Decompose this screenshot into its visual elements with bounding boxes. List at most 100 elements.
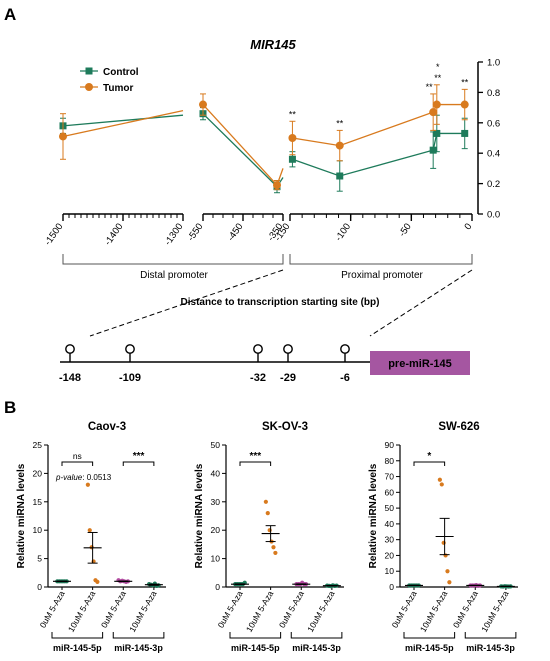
y-tick-label: 15	[33, 497, 43, 507]
y-tick-label: 20	[211, 525, 221, 535]
group-bracket	[112, 632, 165, 639]
tumor-point	[273, 181, 281, 190]
y-tick-label: 30	[211, 497, 221, 507]
legend-control-marker	[85, 67, 93, 75]
series-line-control	[202, 113, 284, 188]
x-axis-label: Distance to transcription starting site …	[181, 297, 380, 308]
data-point	[443, 553, 448, 558]
y-tick-label: 0	[215, 582, 220, 592]
group-label: miR-145-5p	[53, 643, 102, 653]
x-tick-label: -450	[226, 221, 246, 243]
cpg-site-icon	[125, 344, 135, 354]
y-tick-label: 0	[37, 582, 42, 592]
data-point	[447, 580, 452, 585]
panel-a-x-axis: -1500 -1400 -1300 -550 -450 -350-150 -100 -50 0	[43, 213, 474, 248]
x-tick-label: 10uM 5-Aza	[127, 589, 159, 634]
control-point	[288, 155, 296, 163]
y-tick-label: 40	[211, 468, 221, 478]
chart-sw-626: SW-626 0 10 20 30 40 50 60 70 80 90 Relative miRNA …	[368, 421, 518, 653]
significance-mark: **	[434, 73, 442, 83]
significance-label: ns	[73, 451, 82, 461]
data-point	[85, 482, 90, 487]
group-bracket	[290, 632, 343, 639]
y-tick-label: 0.6	[487, 118, 500, 129]
y-tick-label: 10	[385, 566, 395, 576]
y-tick-label: 0.2	[487, 179, 500, 190]
series-line-tumor	[62, 110, 184, 138]
data-point	[263, 499, 268, 504]
x-tick-label: 0uM 5-Aza	[38, 589, 67, 630]
cpg-site-icon	[283, 344, 293, 354]
y-tick-label: 50	[385, 503, 395, 513]
y-tick-label: 40	[385, 519, 395, 529]
y-tick-label: 0.8	[487, 88, 500, 99]
significance-label: ***	[133, 451, 145, 462]
y-tick-label: 1.0	[487, 58, 500, 69]
p-value-value: : 0.0513	[82, 473, 111, 482]
series-line-control	[292, 132, 465, 177]
pre-mir-label: pre-miR-145	[388, 358, 452, 370]
x-tick-label: 0	[462, 221, 474, 232]
group-label: miR-145-3p	[292, 643, 341, 653]
chart-title: SW-626	[438, 421, 479, 433]
legend-tumor-marker	[85, 83, 93, 91]
x-tick-label: -50	[397, 221, 414, 239]
data-point	[441, 540, 446, 545]
y-tick-label: 50	[211, 440, 221, 450]
data-point	[271, 545, 276, 550]
tumor-point	[199, 100, 207, 109]
significance-mark: **	[461, 77, 469, 87]
cpg-sites: -148 -109 -32 -29 -6	[59, 344, 350, 384]
y-tick-label: 90	[385, 440, 395, 450]
panel-a-plot: ********* **	[59, 62, 469, 194]
p-value-note: p-value: 0.0513	[55, 473, 112, 482]
zoom-dash-right	[369, 269, 473, 337]
group-bracket	[464, 632, 517, 639]
y-axis-label: Relative miRNA levels	[194, 463, 205, 568]
x-tick-label: 10uM 5-Aza	[305, 589, 337, 634]
y-tick-label: 20	[33, 468, 43, 478]
group-label: miR-145-5p	[405, 643, 454, 653]
distal-promoter-label: Distal promoter	[140, 270, 208, 281]
significance-label: *	[427, 451, 431, 462]
control-point	[433, 129, 441, 137]
data-point	[273, 550, 278, 556]
cpg-site-icon	[253, 344, 263, 354]
y-axis-label: Relative miRNA levels	[16, 463, 27, 568]
y-tick-label: 70	[385, 472, 395, 482]
control-point	[429, 146, 437, 154]
y-tick-label: 0.0	[487, 210, 500, 221]
cpg-site-label: -32	[250, 372, 266, 384]
panel-a-y-axis: 0.0 0.2 0.4 0.6 0.8 1.0	[477, 58, 500, 221]
y-tick-label: 10	[211, 554, 221, 564]
y-tick-label: 20	[385, 550, 395, 560]
tumor-point	[460, 100, 469, 109]
data-point	[267, 528, 272, 533]
data-point	[89, 545, 94, 550]
x-tick-label: -550	[186, 221, 206, 243]
group-label: miR-145-3p	[114, 643, 163, 653]
tumor-point	[432, 100, 441, 109]
significance-mark: **	[336, 118, 344, 128]
chart-title: Caov-3	[88, 421, 126, 433]
chart-caov-3: Caov-3 0 5 10 15 20 25 Relative miRNA levels 0uM…	[16, 421, 166, 653]
x-tick-label: 0uM 5-Aza	[99, 589, 128, 630]
x-tick-label: 10uM 5-Aza	[244, 589, 276, 634]
significance-mark: **	[289, 109, 297, 119]
significance-bracket	[413, 461, 446, 466]
distal-bracket	[62, 254, 284, 265]
x-tick-label: 10uM 5-Aza	[479, 589, 511, 634]
group-label: miR-145-3p	[466, 643, 515, 653]
y-tick-label: 0.4	[487, 149, 500, 160]
data-point	[95, 579, 100, 584]
control-point	[336, 172, 344, 180]
tumor-point	[288, 134, 297, 142]
legend-tumor-label: Tumor	[103, 83, 133, 94]
significance-bracket	[239, 461, 272, 466]
series-line-tumor	[202, 104, 284, 187]
x-tick-label: -100	[333, 221, 353, 243]
proximal-bracket	[289, 254, 473, 265]
zoom-dash-left	[89, 269, 284, 337]
data-point	[87, 528, 92, 533]
group-bracket	[51, 632, 104, 639]
